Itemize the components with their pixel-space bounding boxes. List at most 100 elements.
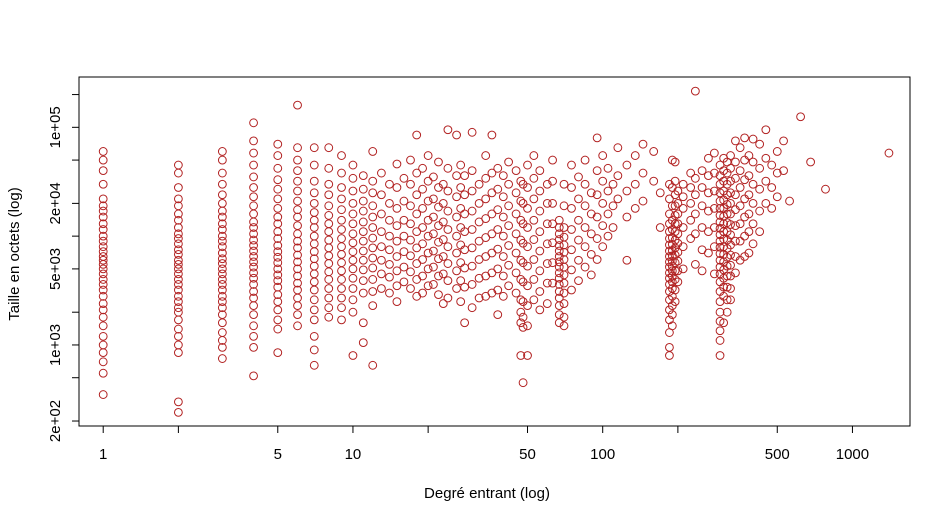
data-point [704, 188, 713, 198]
data-point [690, 229, 700, 239]
data-point [324, 303, 334, 313]
data-point [249, 280, 258, 289]
data-point [460, 171, 470, 181]
data-point [273, 212, 283, 222]
data-point [217, 236, 227, 246]
data-point [467, 127, 477, 137]
data-point [324, 211, 334, 220]
data-point [559, 312, 569, 322]
data-point [249, 252, 258, 261]
data-point [744, 171, 754, 181]
data-point [324, 179, 334, 189]
data-point [434, 237, 443, 247]
data-point [518, 198, 528, 208]
data-point [535, 305, 545, 315]
data-point [667, 201, 677, 211]
data-point [249, 217, 258, 227]
data-point [567, 183, 576, 192]
y-axis: 2e+02 1e+03 5e+03 2e+04 1e+05 [47, 94, 80, 442]
data-point [273, 241, 283, 250]
data-point [293, 250, 302, 260]
data-point [460, 209, 470, 219]
data-point [726, 250, 735, 260]
data-point [574, 172, 583, 182]
data-point [273, 252, 283, 262]
data-point [511, 188, 521, 198]
data-point [622, 255, 632, 265]
data-point [98, 179, 108, 189]
data-point [516, 307, 526, 317]
data-point [273, 270, 283, 280]
data-point [98, 212, 108, 222]
data-point [715, 297, 725, 307]
data-point [309, 331, 319, 341]
data-point [709, 186, 719, 196]
data-point [309, 208, 319, 217]
data-point [748, 198, 758, 208]
data-point [567, 160, 576, 170]
data-point [217, 259, 227, 268]
data-point [324, 251, 334, 261]
data-point [493, 310, 503, 320]
data-point [309, 223, 319, 232]
data-point [249, 209, 258, 219]
data-point [423, 151, 433, 160]
data-point [779, 166, 788, 176]
data-point [523, 160, 532, 170]
data-point [348, 284, 358, 293]
data-point [217, 280, 227, 289]
data-point [726, 230, 735, 240]
data-point [603, 209, 613, 219]
data-point [98, 219, 108, 229]
data-point [217, 291, 227, 301]
x-tick-label: 10 [345, 446, 362, 463]
data-point [309, 345, 319, 355]
data-point [542, 179, 552, 189]
data-point [217, 179, 227, 189]
data-point [412, 130, 422, 140]
data-point [423, 264, 433, 274]
data-point [709, 203, 719, 213]
data-point [173, 303, 183, 313]
data-point [678, 264, 688, 274]
data-point [217, 354, 227, 363]
data-point [249, 201, 258, 211]
data-point [324, 267, 334, 277]
data-point [452, 171, 461, 181]
data-point [377, 209, 386, 219]
data-point [667, 245, 677, 255]
data-point [670, 275, 680, 284]
data-point [456, 276, 466, 286]
data-point [249, 262, 258, 272]
data-point [337, 194, 346, 204]
data-point [348, 247, 358, 257]
data-point [622, 160, 632, 170]
data-point [173, 324, 183, 334]
data-point [574, 255, 583, 265]
data-point [638, 139, 648, 149]
data-point [511, 209, 521, 219]
data-point [580, 223, 590, 232]
data-point [535, 287, 545, 296]
data-point [385, 259, 394, 269]
data-point [726, 188, 735, 198]
data-point [249, 321, 258, 331]
data-point [735, 166, 745, 176]
data-point [273, 234, 283, 243]
data-point [98, 285, 108, 295]
data-point [418, 271, 427, 281]
data-point [443, 186, 453, 196]
data-point [406, 219, 415, 229]
data-point [603, 163, 613, 173]
data-point [385, 245, 394, 255]
data-point [622, 186, 632, 196]
data-point [173, 249, 183, 259]
data-point [487, 130, 497, 140]
data-point [673, 256, 683, 266]
data-point [412, 209, 422, 219]
data-point [438, 252, 448, 261]
data-point [249, 160, 258, 170]
data-point [474, 198, 484, 208]
data-point [368, 360, 378, 370]
data-point [630, 179, 640, 189]
